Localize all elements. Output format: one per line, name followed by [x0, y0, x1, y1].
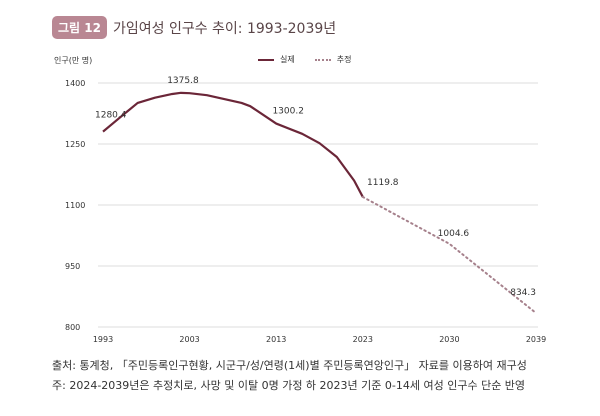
data-label: 1300.2 [272, 107, 304, 117]
x-tick-label: 2003 [179, 335, 199, 344]
data-label: 1280.4 [95, 111, 127, 121]
figure-badge: 그림 12 [52, 16, 107, 39]
y-tick-label: 800 [65, 323, 80, 332]
y-tick-label: 1400 [65, 79, 85, 88]
y-axis-label: 인구(만 명) [54, 56, 93, 65]
x-tick-label: 2030 [439, 335, 459, 344]
x-tick-label: 1993 [93, 335, 113, 344]
data-label: 1004.6 [438, 229, 470, 239]
x-tick-label: 2013 [266, 335, 286, 344]
actual-series-line [102, 91, 364, 198]
legend: 실제 추정 [258, 54, 351, 65]
projected-series-line [361, 195, 537, 315]
legend-dotted-swatch [314, 58, 331, 61]
x-tick-label: 2039 [526, 335, 546, 344]
legend-projected: 추정 [336, 55, 352, 64]
y-tick-label: 950 [65, 262, 80, 271]
data-label: 1119.8 [367, 178, 399, 188]
legend-solid-swatch [258, 58, 274, 61]
y-tick-label: 1100 [65, 201, 85, 210]
y-tick-label: 1250 [65, 140, 85, 149]
source-note: 출처: 통계청, 「주민등록인구현황, 시군구/성/연령(1세)별 주민등록연앙… [52, 359, 527, 372]
data-label: 834.3 [510, 288, 536, 298]
legend-actual: 실제 [280, 55, 295, 64]
footnote: 주: 2024-2039년은 추정치로, 사망 및 이탈 0명 가정 하 202… [52, 379, 526, 392]
figure-title: 그림 12 가임여성 인구수 추이: 1993-2039년 [52, 16, 336, 39]
title-text: 가임여성 인구수 추이: 1993-2039년 [112, 20, 337, 37]
x-tick-label: 2023 [353, 335, 373, 344]
data-label: 1375.8 [167, 76, 199, 86]
